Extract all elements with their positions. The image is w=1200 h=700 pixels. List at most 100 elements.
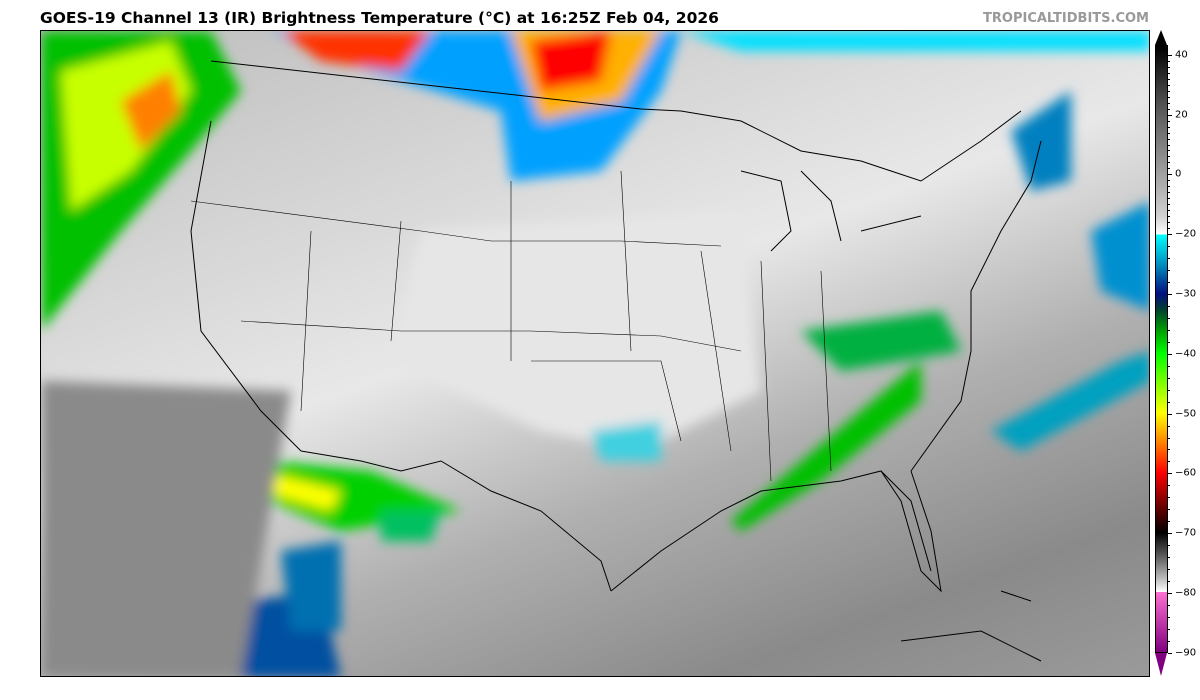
colorbar-minor-tick	[1168, 228, 1170, 230]
colorbar-tick-label: −40	[1175, 348, 1197, 360]
colorbar-minor-tick	[1168, 245, 1170, 247]
colorbar-minor-tick	[1168, 293, 1170, 295]
colorbar-minor-tick	[1168, 216, 1170, 218]
colorbar-minor-tick	[1168, 497, 1170, 499]
colorbar-minor-tick	[1168, 521, 1170, 523]
colorbar-minor-tick	[1168, 84, 1170, 86]
colorbar-tick	[1168, 413, 1172, 415]
colorbar-tick-label: −60	[1175, 467, 1197, 479]
colorbar-minor-tick	[1168, 269, 1170, 271]
cloud-tops	[41, 31, 1149, 676]
colorbar-tick	[1168, 114, 1172, 116]
colorbar-minor-tick	[1168, 180, 1170, 182]
colorbar-tick	[1168, 653, 1172, 654]
colorbar-tick	[1168, 353, 1172, 355]
colorbar-minor-tick	[1168, 593, 1170, 595]
colorbar-minor-tick	[1168, 557, 1170, 559]
colorbar-minor-tick	[1168, 437, 1170, 439]
colorbar-minor-tick	[1168, 126, 1170, 128]
colorbar-tick	[1168, 55, 1172, 56]
colorbar-tick-label: −80	[1175, 587, 1197, 599]
colorbar-minor-tick	[1168, 162, 1170, 164]
colorbar-minor-tick	[1168, 108, 1170, 110]
colorbar-minor-tick	[1168, 341, 1170, 343]
colorbar-minor-tick	[1168, 174, 1170, 176]
colorbar-minor-tick	[1168, 55, 1170, 56]
colorbar-minor-tick	[1168, 186, 1170, 188]
colorbar-tick	[1168, 473, 1172, 475]
colorbar-minor-tick	[1168, 204, 1170, 206]
colorbar	[1155, 45, 1168, 653]
colorbar-minor-tick	[1168, 96, 1170, 98]
colorbar-tick	[1168, 593, 1172, 595]
map-layer	[41, 31, 1149, 676]
colorbar-minor-tick	[1168, 329, 1170, 331]
colorbar-minor-tick	[1168, 114, 1170, 116]
colorbar-minor-tick	[1168, 192, 1170, 194]
colorbar-minor-tick	[1168, 569, 1170, 571]
colorbar-minor-tick	[1168, 90, 1170, 92]
colorbar-minor-tick	[1168, 485, 1170, 487]
colorbar-minor-tick	[1168, 102, 1170, 104]
colorbar-minor-tick	[1168, 365, 1170, 367]
colorbar-minor-tick	[1168, 198, 1170, 200]
colorbar-tick-label: −30	[1175, 288, 1197, 300]
florida	[880, 470, 932, 572]
colorbar-minor-tick	[1168, 653, 1170, 654]
colorbar-minor-tick	[1168, 533, 1170, 535]
colorbar-minor-tick	[1168, 605, 1170, 607]
satellite-map	[40, 30, 1150, 677]
colorbar-tick	[1168, 533, 1172, 535]
colorbar-extend-cold	[1155, 653, 1167, 676]
colorbar-tick-label: −20	[1175, 228, 1197, 240]
colorbar-minor-tick	[1168, 509, 1170, 511]
us-canada-border	[210, 60, 1022, 182]
colorbar-minor-tick	[1168, 317, 1170, 319]
state-lines	[190, 170, 832, 482]
colorbar-minor-tick	[1168, 617, 1170, 619]
colorbar-minor-tick	[1168, 222, 1170, 224]
colorbar-minor-tick	[1168, 138, 1170, 140]
colorbar-tick	[1168, 174, 1172, 176]
colorbar-minor-tick	[1168, 413, 1170, 415]
caribbean	[900, 590, 1042, 662]
cloud-ohio-valley	[801, 311, 961, 371]
colorbar-minor-tick	[1168, 473, 1170, 475]
gulf-coast	[610, 470, 942, 593]
colorbar-tick-label: −90	[1175, 647, 1197, 659]
us-mexico-border	[300, 450, 612, 592]
colorbar-minor-tick	[1168, 305, 1170, 307]
borders	[190, 60, 1042, 662]
colorbar-tick	[1168, 234, 1172, 235]
colorbar-tick-label: 40	[1175, 49, 1188, 61]
colorbar-minor-tick	[1168, 353, 1170, 355]
colorbar-minor-tick	[1168, 132, 1170, 134]
colorbar-extend-warm	[1155, 30, 1167, 45]
colorbar-minor-tick	[1168, 425, 1170, 427]
great-lakes	[740, 170, 922, 252]
us-west-coast	[190, 120, 302, 452]
us-east-coast	[910, 140, 1042, 472]
colorbar-minor-tick	[1168, 78, 1170, 80]
colorbar-minor-tick	[1168, 581, 1170, 583]
colorbar-minor-tick	[1168, 641, 1170, 643]
colorbar-minor-tick	[1168, 72, 1170, 74]
colorbar-minor-tick	[1168, 449, 1170, 451]
colorbar-minor-tick	[1168, 150, 1170, 152]
colorbar-minor-tick	[1168, 60, 1170, 62]
colorbar-tick-label: −50	[1175, 408, 1197, 420]
colorbar-minor-tick	[1168, 545, 1170, 547]
colorbar-minor-tick	[1168, 377, 1170, 379]
colorbar-tick-label: −70	[1175, 527, 1197, 539]
colorbar-minor-tick	[1168, 401, 1170, 403]
colorbar-minor-tick	[1168, 168, 1170, 170]
colorbar-minor-tick	[1168, 120, 1170, 122]
colorbar-minor-tick	[1168, 281, 1170, 283]
colorbar-minor-tick	[1168, 629, 1170, 631]
colorbar-minor-tick	[1168, 144, 1170, 146]
colorbar-minor-tick	[1168, 389, 1170, 391]
colorbar-minor-tick	[1168, 66, 1170, 68]
chart-title: GOES-19 Channel 13 (IR) Brightness Tempe…	[40, 9, 719, 27]
colorbar-minor-tick	[1168, 210, 1170, 212]
colorbar-tick-label: 0	[1175, 168, 1182, 180]
